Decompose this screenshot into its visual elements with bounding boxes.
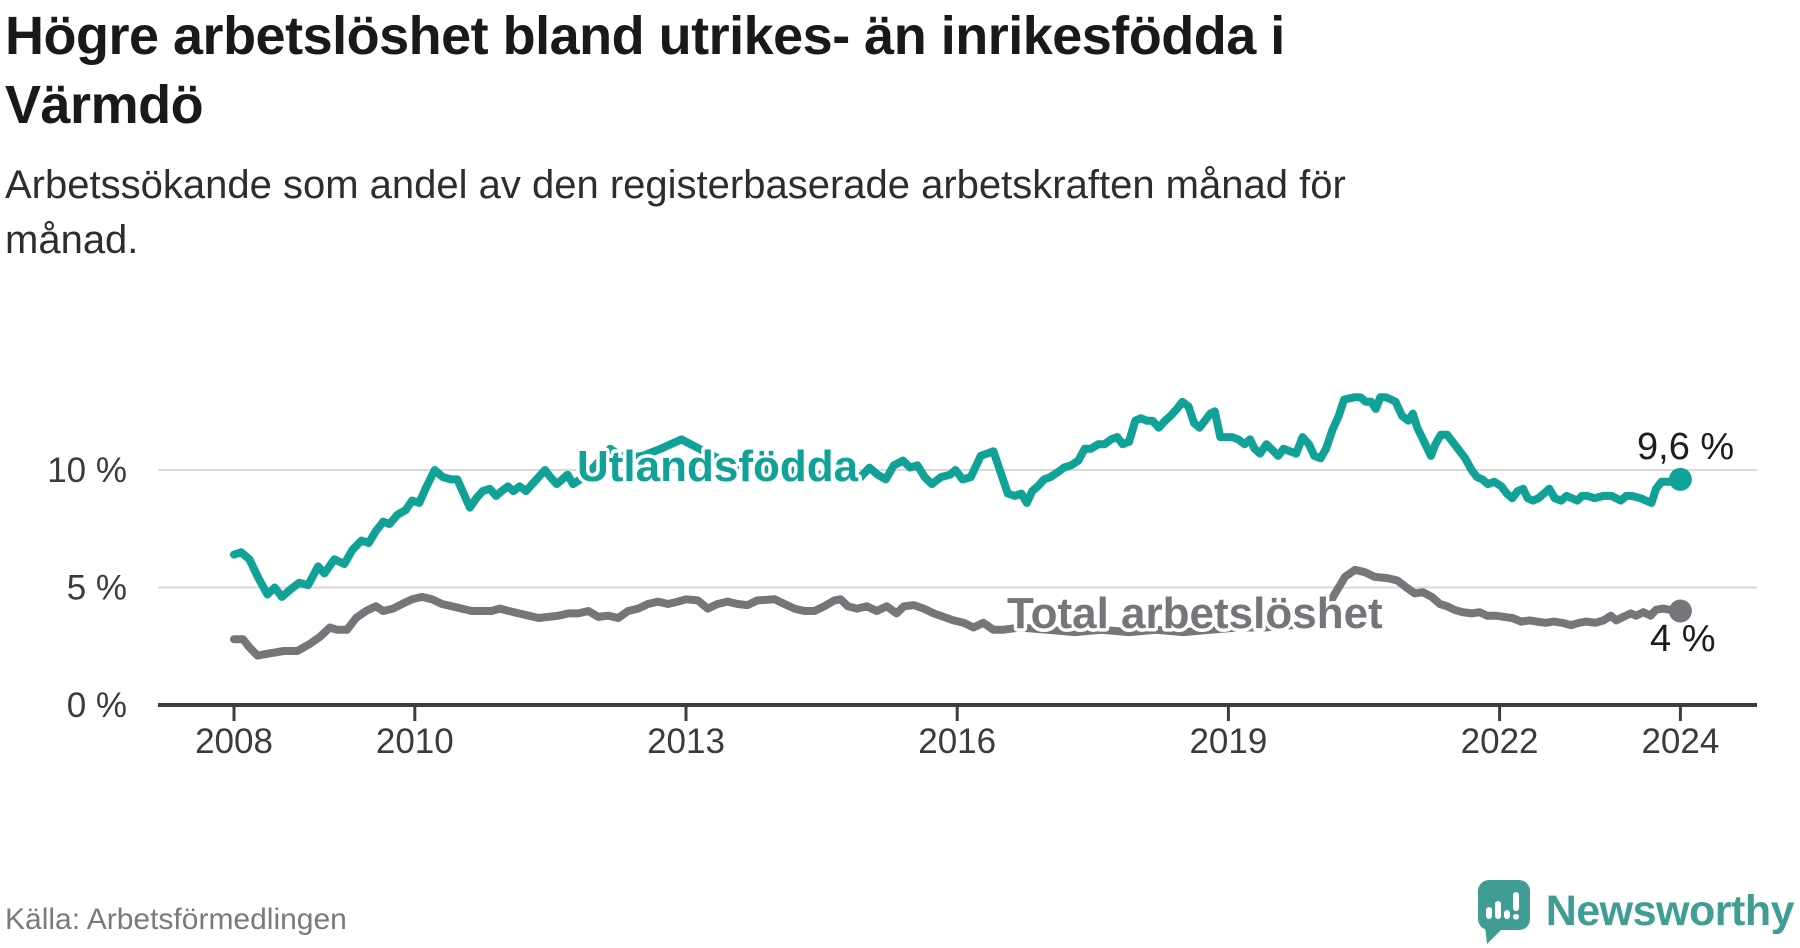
- x-tick-label-2022: 2022: [1461, 722, 1539, 761]
- source-note: Källa: Arbetsförmedlingen: [5, 903, 347, 936]
- x-tick-label-2013: 2013: [647, 722, 725, 761]
- total-arbetsloshet-end-dot: [1668, 599, 1692, 623]
- newsworthy-brand: Newsworthy: [1475, 878, 1795, 944]
- newsworthy-brand-name: Newsworthy: [1545, 886, 1795, 935]
- chart-series: [230, 393, 1692, 660]
- chart-grid: 0 % 5 % 10 % 2008 2010 2013 2016 2019 2022 2024: [47, 451, 1757, 761]
- title-line-1: Högre arbetslöshet bland utrikes- än inr…: [5, 6, 1285, 66]
- newsworthy-logo-icon: [1477, 880, 1530, 944]
- subtitle-line-2: månad.: [5, 218, 139, 263]
- subtitle-line-1: Arbetssökande som andel av den registerb…: [5, 163, 1346, 207]
- x-tick-label-2010: 2010: [376, 722, 454, 761]
- y-tick-label-5: 5 %: [67, 569, 127, 608]
- title-line-2: Värmdö: [5, 75, 204, 136]
- total-arbetsloshet-line: [230, 565, 1685, 660]
- series-label-total-arbetsloshet: Total arbetslöshet: [1007, 589, 1383, 638]
- x-tick-label-2019: 2019: [1189, 722, 1267, 761]
- x-tick-label-2008: 2008: [195, 722, 273, 761]
- chart-subtitle: Arbetssökande som andel av den registerb…: [5, 158, 1565, 268]
- series-label-utlandsfodda: Utlandsfödda: [577, 442, 859, 491]
- page-title: Högre arbetslöshet bland utrikes- än inr…: [5, 2, 1725, 140]
- utlandsfodda-line: [230, 393, 1685, 601]
- x-tick-label-2024: 2024: [1641, 722, 1719, 761]
- y-tick-label-0: 0 %: [67, 686, 127, 725]
- end-value-label-total-arbetsloshet: 4 %: [1650, 618, 1715, 660]
- end-value-label-utlandsfodda: 9,6 %: [1637, 426, 1734, 468]
- utlandsfodda-end-dot: [1668, 467, 1692, 491]
- y-tick-label-10: 10 %: [47, 451, 127, 490]
- x-tick-label-2016: 2016: [918, 722, 996, 761]
